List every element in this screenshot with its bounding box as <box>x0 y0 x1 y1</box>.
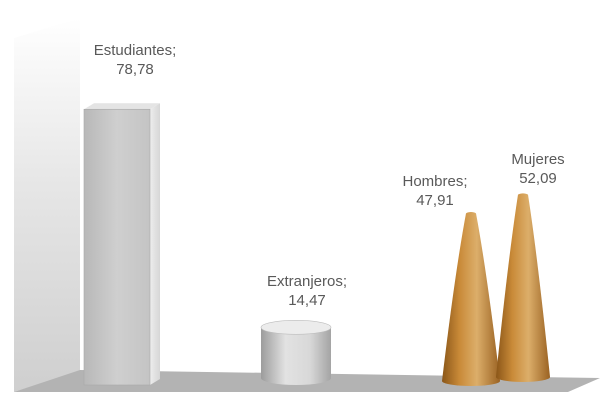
bar-estudiantes-side <box>150 103 160 386</box>
bar-extranjeros-top <box>260 320 332 335</box>
data-label-extranjeros-name: Extranjeros; <box>267 273 347 290</box>
data-label-estudiantes-name: Estudiantes; <box>94 42 177 59</box>
bar-estudiantes-top <box>84 103 160 110</box>
bar-hombres <box>442 211 500 386</box>
bar-extranjeros <box>261 327 331 385</box>
data-label-mujeres-name: Mujeres <box>511 151 564 168</box>
data-label-estudiantes-value: 78,78 <box>116 61 154 78</box>
data-label-extranjeros-value: 14,47 <box>288 292 326 309</box>
data-label-mujeres-value: 52,09 <box>519 170 557 187</box>
data-label-hombres-name: Hombres; <box>402 173 467 190</box>
chart-back-wall <box>14 18 80 392</box>
bar-mujeres <box>496 193 550 382</box>
bar-estudiantes <box>83 108 151 386</box>
data-label-hombres-value: 47,91 <box>416 192 454 209</box>
